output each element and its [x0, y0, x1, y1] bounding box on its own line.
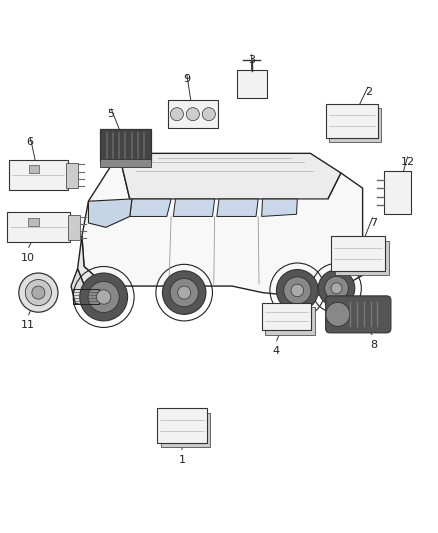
Text: 4: 4 — [272, 346, 279, 357]
Polygon shape — [78, 236, 106, 297]
Circle shape — [331, 283, 342, 294]
Circle shape — [162, 271, 206, 314]
FancyBboxPatch shape — [161, 413, 210, 447]
Polygon shape — [119, 154, 341, 199]
FancyBboxPatch shape — [157, 408, 207, 442]
FancyBboxPatch shape — [66, 163, 78, 188]
Text: 6: 6 — [26, 138, 33, 148]
Polygon shape — [173, 199, 215, 216]
Circle shape — [19, 273, 58, 312]
Text: 7: 7 — [370, 218, 377, 228]
Circle shape — [96, 290, 111, 304]
Text: 9: 9 — [183, 75, 190, 84]
Circle shape — [88, 281, 119, 312]
FancyBboxPatch shape — [100, 159, 151, 167]
Text: 5: 5 — [107, 109, 114, 119]
Text: 2: 2 — [366, 87, 373, 98]
Circle shape — [170, 108, 184, 120]
FancyBboxPatch shape — [384, 171, 411, 214]
Text: 3: 3 — [248, 55, 255, 65]
Circle shape — [186, 108, 199, 120]
Text: 11: 11 — [21, 320, 35, 330]
Circle shape — [170, 278, 198, 307]
Polygon shape — [71, 269, 102, 308]
Text: 1: 1 — [179, 455, 186, 465]
Circle shape — [32, 286, 45, 299]
Circle shape — [202, 108, 215, 120]
Circle shape — [318, 270, 355, 306]
FancyBboxPatch shape — [168, 100, 218, 128]
Circle shape — [25, 279, 51, 305]
Circle shape — [326, 302, 350, 326]
Text: 8: 8 — [370, 340, 377, 350]
Polygon shape — [82, 154, 363, 297]
FancyBboxPatch shape — [265, 307, 315, 335]
Circle shape — [80, 273, 127, 321]
Text: 10: 10 — [21, 253, 35, 263]
Text: 12: 12 — [401, 157, 415, 167]
Polygon shape — [130, 199, 171, 216]
FancyBboxPatch shape — [28, 165, 39, 173]
FancyBboxPatch shape — [335, 240, 389, 275]
Polygon shape — [217, 199, 258, 216]
FancyBboxPatch shape — [261, 303, 311, 330]
FancyBboxPatch shape — [329, 108, 381, 142]
FancyBboxPatch shape — [9, 160, 67, 190]
Circle shape — [276, 270, 318, 311]
FancyBboxPatch shape — [326, 103, 378, 138]
Circle shape — [284, 277, 311, 304]
Circle shape — [325, 277, 348, 300]
Polygon shape — [261, 199, 297, 216]
Circle shape — [178, 286, 191, 299]
FancyBboxPatch shape — [325, 296, 391, 333]
FancyBboxPatch shape — [237, 70, 267, 98]
Polygon shape — [88, 199, 132, 228]
FancyBboxPatch shape — [68, 215, 80, 240]
FancyBboxPatch shape — [7, 212, 70, 243]
FancyBboxPatch shape — [331, 236, 385, 271]
FancyBboxPatch shape — [28, 217, 39, 225]
Circle shape — [291, 284, 304, 297]
FancyBboxPatch shape — [99, 128, 151, 161]
